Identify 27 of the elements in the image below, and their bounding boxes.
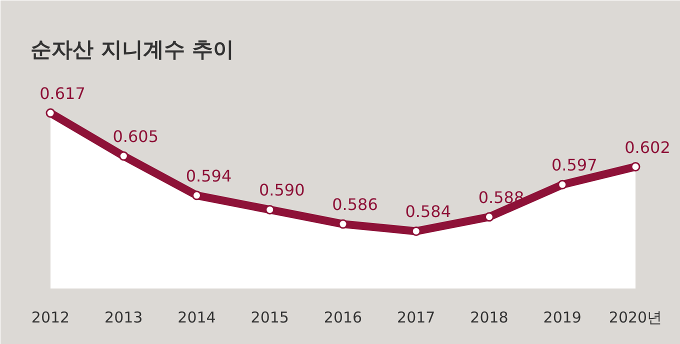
point (118, 151, 128, 161)
data-label: 0.597 (551, 156, 598, 175)
point (192, 190, 202, 200)
x-tick-label: 2018 (470, 308, 508, 326)
data-label: 0.605 (112, 127, 159, 146)
point (46, 108, 56, 118)
data-label: 0.594 (186, 166, 232, 186)
x-tick-label: 2013 (104, 308, 143, 326)
data-label: 0.584 (405, 202, 452, 222)
data-label: 0.590 (258, 180, 305, 200)
point (558, 180, 568, 190)
x-tick-label: 2015 (250, 308, 289, 326)
x-tick-label: 2016 (324, 308, 362, 326)
x-tick-label: 2014 (178, 308, 216, 326)
x-tick-label: 2020년 (608, 308, 662, 326)
data-label: 0.617 (40, 84, 86, 104)
chart-title: 순자산 지니계수 추이 (30, 38, 234, 62)
point (411, 226, 421, 236)
point (630, 162, 640, 172)
point (484, 212, 494, 222)
x-tick-label: 2019 (543, 308, 582, 326)
point (265, 204, 275, 214)
data-label: 0.602 (624, 138, 670, 157)
x-tick-label: 2017 (397, 308, 436, 326)
x-tick-label: 2012 (31, 308, 70, 326)
point (338, 219, 348, 229)
data-label: 0.586 (332, 195, 378, 214)
